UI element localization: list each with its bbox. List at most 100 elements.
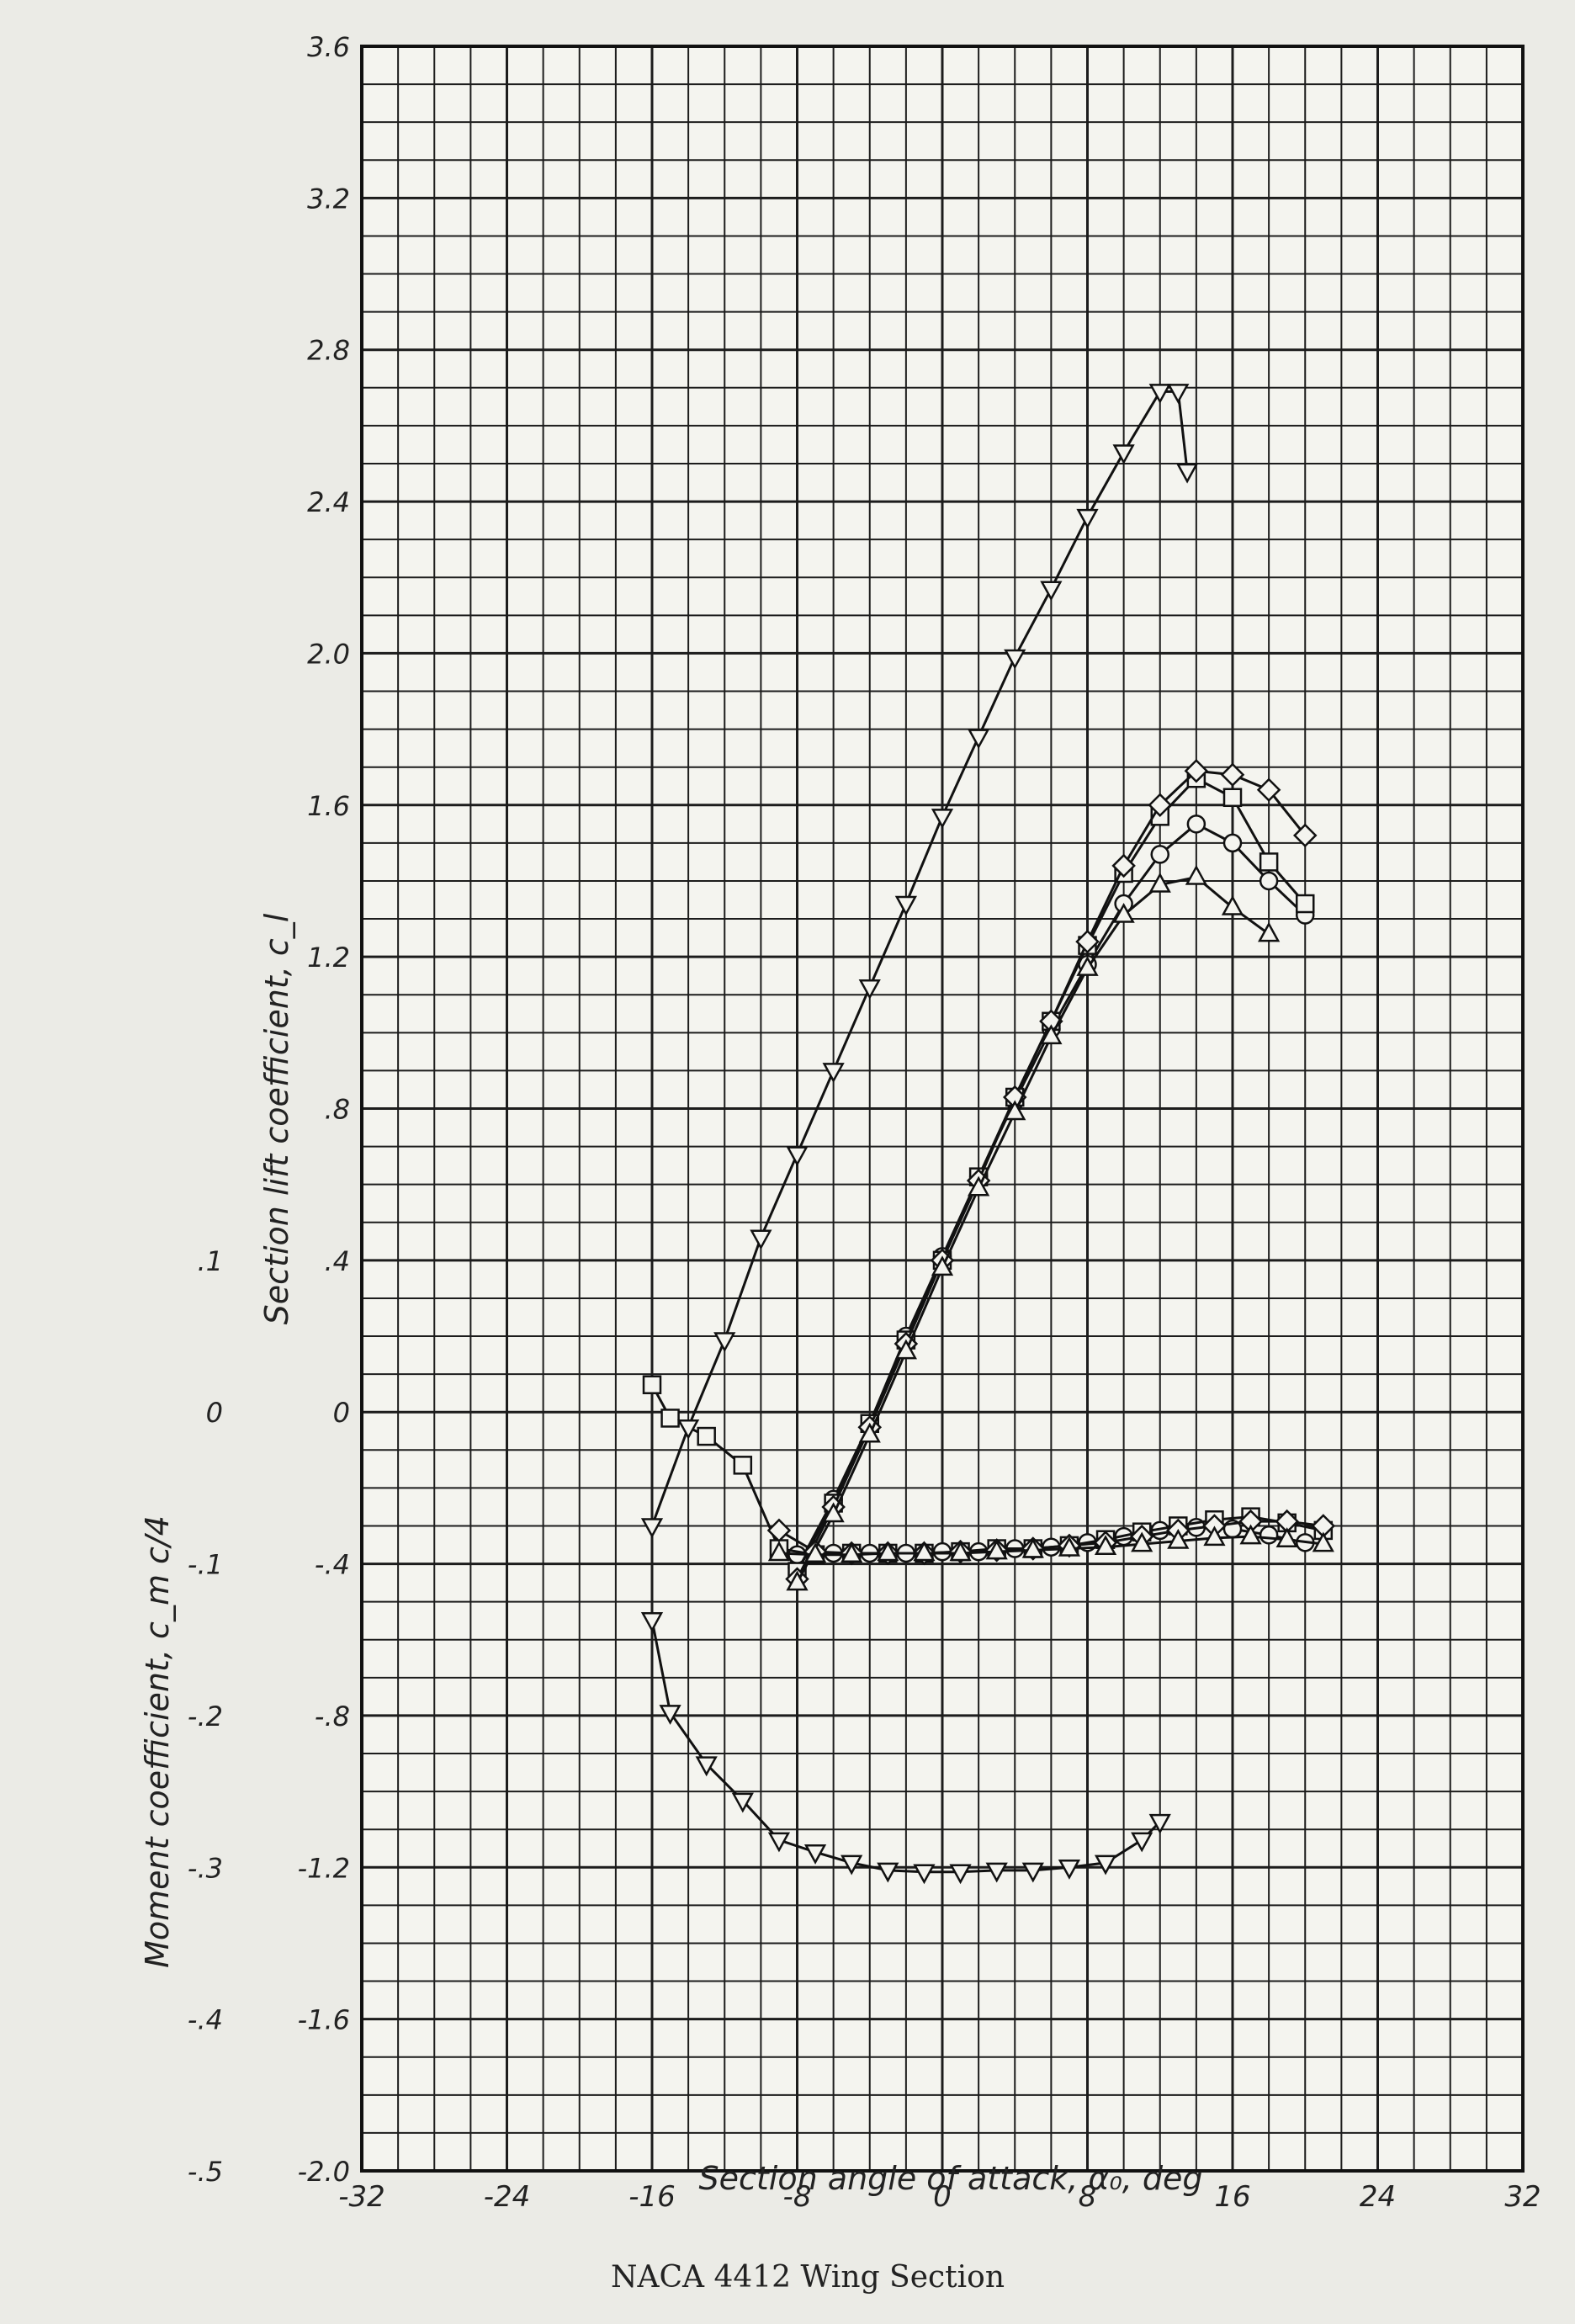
data-point-triangle-up [841, 1542, 863, 1563]
moment-curve-triangle-up [778, 1535, 1323, 1557]
data-point-circle [1222, 833, 1243, 853]
data-point-triangle-up [931, 1255, 954, 1276]
data-point-triangle-down [1112, 444, 1135, 465]
series [640, 384, 1336, 1885]
x-tick-label: -24 [484, 2180, 531, 2214]
data-point-diamond [1292, 823, 1318, 848]
data-point-triangle-up [985, 1539, 1008, 1560]
y-tick-label-lift: -2.0 [298, 2156, 350, 2188]
data-point-square [697, 1426, 716, 1446]
data-point-circle [1259, 871, 1279, 891]
y-tick-label-lift: 2.0 [307, 638, 350, 670]
y-tick-label-moment: -.4 [188, 2004, 223, 2036]
y-tick-label-moment: -.5 [188, 2156, 223, 2188]
data-point-triangle-down [968, 729, 990, 750]
y-tick-label-lift: 3.2 [307, 183, 350, 215]
data-point-triangle-up [1021, 1537, 1044, 1558]
data-point-triangle-up [1131, 1531, 1153, 1552]
y-tick-label-lift: -1.6 [298, 2004, 350, 2036]
data-point-triangle-up [913, 1541, 936, 1562]
data-point-triangle-down [858, 979, 881, 1000]
data-point-triangle-up [968, 1175, 990, 1196]
data-point-triangle-down [713, 1332, 736, 1353]
series-triangle-up [767, 864, 1334, 1591]
x-tick-label: 16 [1214, 2180, 1250, 2214]
data-point-triangle-up [1239, 1524, 1262, 1545]
x-tick-label: -8 [783, 2180, 812, 2214]
data-point-triangle-up [1203, 1525, 1226, 1547]
data-point-triangle-up [1040, 1024, 1063, 1045]
data-point-triangle-down [786, 1146, 809, 1167]
y-tick-label-lift: -1.2 [298, 1852, 350, 1884]
data-point-diamond [1148, 793, 1173, 818]
y-tick-label-moment: -.3 [188, 1852, 223, 1884]
grid [360, 45, 1525, 2173]
data-point-triangle-up [1312, 1531, 1334, 1552]
y-tick-label-moment: -.2 [188, 1701, 223, 1732]
series-triangle-down [640, 384, 1199, 1885]
data-point-triangle-up [1185, 864, 1207, 885]
x-axis-label: Section angle of attack, α₀, deg [699, 2160, 1203, 2197]
data-point-diamond [1184, 758, 1209, 783]
data-point-diamond [1075, 929, 1100, 954]
data-point-triangle-down [894, 895, 917, 916]
y-tick-label-lift: 3.6 [307, 31, 350, 63]
data-point-square [733, 1456, 753, 1475]
data-point-triangle-up [786, 1570, 809, 1591]
y-tick-label-lift: -.4 [315, 1549, 350, 1581]
data-point-diamond [1220, 762, 1245, 787]
y-tick-label-lift: .8 [324, 1094, 350, 1126]
data-point-triangle-up [1058, 1536, 1081, 1557]
data-point-triangle-down [1040, 581, 1063, 602]
x-tick-label: 32 [1504, 2180, 1541, 2214]
data-point-triangle-down [750, 1229, 772, 1250]
data-point-triangle-up [1004, 1100, 1026, 1121]
data-point-triangle-down [1175, 463, 1199, 484]
tick-labels: -32 -24 -16 -8 0 8 16 24 32 -2.0 -1.6 -1.2 -.8 -.4 0 .4… [188, 31, 1541, 2214]
plot-frame [360, 45, 1525, 2173]
x-tick-label: -16 [628, 2180, 676, 2214]
y-tick-label-moment: 0 [206, 1397, 223, 1429]
data-point-triangle-down [841, 1854, 863, 1876]
data-point-diamond [1111, 853, 1136, 878]
y-tick-label-lift: 1.2 [307, 942, 350, 974]
data-point-triangle-up [1094, 1535, 1117, 1555]
y-tick-label-lift: -.8 [315, 1701, 350, 1732]
data-point-triangle-down [822, 1063, 845, 1084]
chart-title: NACA 4412 Wing Section [611, 2260, 1005, 2295]
data-point-triangle-up [1112, 902, 1135, 923]
data-point-triangle-down [640, 1518, 664, 1539]
data-point-triangle-down [695, 1756, 718, 1777]
y-axis-label-moment: Moment coefficient, c_m c/4 [139, 1515, 176, 1968]
y-tick-label-moment: .1 [197, 1245, 223, 1277]
data-point-triangle-down [1148, 384, 1171, 404]
data-point-triangle-up [1076, 956, 1099, 976]
y-tick-label-lift: 2.8 [307, 335, 350, 367]
data-point-triangle-down [949, 1864, 972, 1885]
data-point-triangle-up [1221, 894, 1244, 915]
y-tick-label-lift: 0 [333, 1397, 350, 1429]
x-tick-label: -32 [338, 2180, 385, 2214]
data-point-triangle-down [767, 1832, 791, 1853]
data-point-triangle-up [877, 1541, 899, 1562]
moment-curve-triangle-down [650, 1620, 1161, 1874]
data-point-triangle-down [640, 1612, 664, 1632]
data-point-square [1222, 788, 1243, 808]
data-point-square [660, 1409, 680, 1428]
data-point-square [642, 1375, 662, 1394]
data-point-triangle-down [677, 1419, 700, 1440]
data-point-triangle-down [1167, 384, 1190, 404]
data-point-triangle-up [858, 1422, 881, 1443]
data-point-triangle-down [931, 809, 954, 829]
data-point-triangle-up [1167, 1528, 1190, 1549]
data-point-triangle-down [1094, 1854, 1117, 1876]
data-point-triangle-down [659, 1705, 681, 1725]
data-point-triangle-up [894, 1339, 917, 1360]
data-point-circle [1259, 1525, 1279, 1545]
data-point-triangle-down [1131, 1832, 1153, 1853]
x-tick-label: 0 [933, 2180, 952, 2214]
data-point-triangle-down [913, 1864, 936, 1885]
x-tick-label: 8 [1079, 2180, 1097, 2214]
data-point-square [1296, 894, 1315, 914]
